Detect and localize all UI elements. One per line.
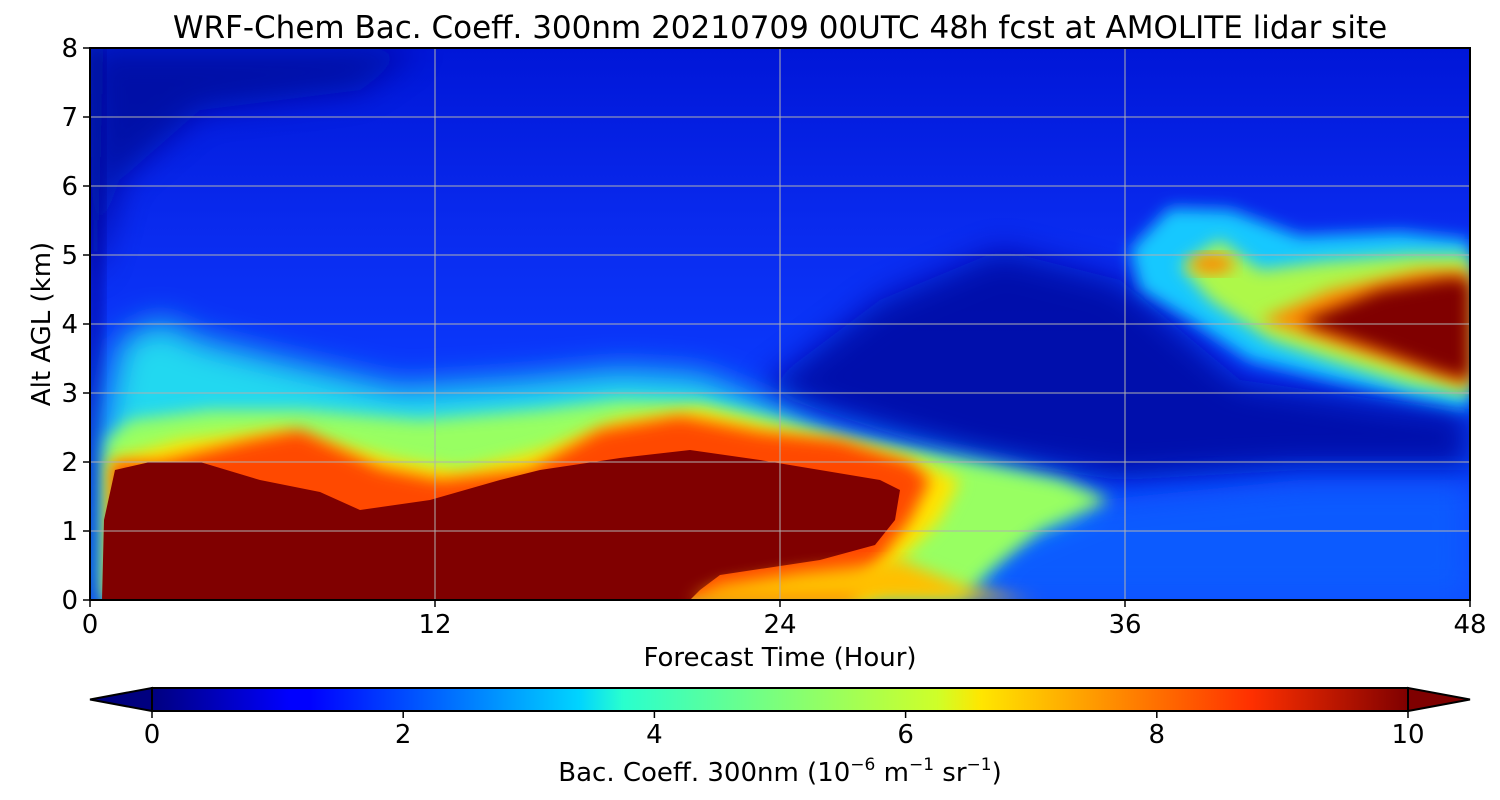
colorbar-tick-label: 6	[897, 720, 914, 750]
colorbar-tick-label: 2	[395, 720, 412, 750]
colorbar-gradient	[152, 688, 1408, 711]
x-axis: 0 12 24 36 48	[82, 600, 1487, 640]
colorbar-frame	[151, 687, 1409, 712]
y-axis-label: Alt AGL (km)	[27, 242, 57, 406]
y-tick-label: 7	[61, 103, 78, 133]
low-value-region-left	[90, 48, 420, 280]
y-tick-label: 2	[61, 448, 78, 478]
x-axis-label: Forecast Time (Hour)	[643, 643, 916, 673]
x-tick-label: 36	[1108, 610, 1141, 640]
upper-plume-core	[1300, 278, 1470, 380]
y-tick-label: 0	[61, 586, 78, 616]
color-field	[90, 48, 1470, 600]
low-value-band	[760, 250, 1470, 480]
colorbar-tick-label: 8	[1149, 720, 1166, 750]
y-tick-label: 3	[61, 379, 78, 409]
upper-plume-spot	[1190, 254, 1234, 274]
x-tick-label: 0	[82, 610, 99, 640]
grid	[90, 48, 1470, 600]
y-tick-label: 8	[61, 34, 78, 64]
y-tick-label: 6	[61, 172, 78, 202]
lower-plume-core	[102, 450, 900, 600]
x-tick-label: 24	[763, 610, 796, 640]
colorbar-extend-max	[1407, 686, 1471, 713]
y-tick-label: 5	[61, 241, 78, 271]
surface-layer	[690, 560, 1040, 600]
colorbar-tick-label: 10	[1391, 720, 1424, 750]
y-axis: 0 1 2 3 4 5 6 7 8	[61, 34, 90, 616]
y-tick-label: 1	[61, 517, 78, 547]
colorbar-ticks: 0 2 4 6 8 10	[144, 711, 1425, 750]
chart-title: WRF-Chem Bac. Coeff. 300nm 20210709 00UT…	[173, 10, 1387, 46]
colorbar-tick-label: 0	[144, 720, 161, 750]
colorbar-label: Bac. Coeff. 300nm (10−6 m−1 sr−1)	[558, 755, 1001, 788]
x-tick-label: 12	[418, 610, 451, 640]
colorbar-extend-min	[89, 686, 153, 713]
y-tick-label: 4	[61, 310, 78, 340]
colorbar: 0 2 4 6 8 10 Bac. Coeff. 300nm (10−6 m−1 sr−1…	[89, 686, 1471, 788]
colorbar-tick-label: 4	[646, 720, 663, 750]
x-tick-label: 48	[1453, 610, 1486, 640]
